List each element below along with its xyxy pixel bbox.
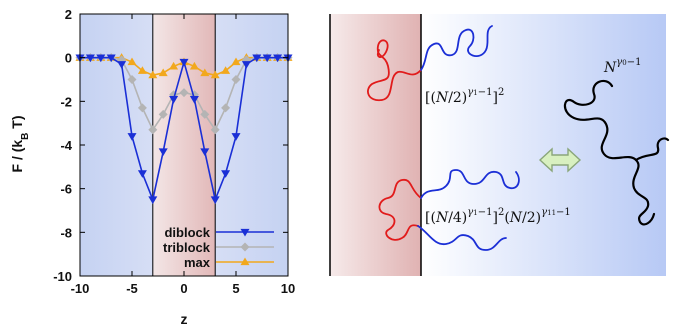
schematic-panel: [(N/2)γ1−1]2 [(N/4)γ1−1]2(N/2)γ11−1 Nγ0−… xyxy=(329,14,670,276)
chain-top-red-segment xyxy=(367,39,422,102)
data-point-diblock xyxy=(148,196,158,205)
data-point-triblock xyxy=(137,103,147,113)
chain-bottom-blue-segment-2 xyxy=(417,225,507,251)
data-point-diblock xyxy=(231,133,241,141)
data-point-diblock xyxy=(210,196,220,205)
data-point-diblock xyxy=(241,61,251,69)
legend-marker-max xyxy=(240,257,250,266)
formula-top: [(N/2)γ1−1]2 xyxy=(425,87,504,106)
y-tick-label: -2 xyxy=(60,94,72,109)
data-point-max xyxy=(200,68,210,77)
data-point-max xyxy=(169,61,179,70)
data-point-diblock xyxy=(179,58,189,67)
data-point-diblock xyxy=(262,54,272,63)
formula-bottom: [(N/4)γ1−1]2(N/2)γ11−1 xyxy=(425,207,571,226)
legend-marker-diblock xyxy=(240,228,250,237)
data-point-max xyxy=(231,57,241,66)
region-left-background xyxy=(80,14,153,276)
x-tick-label: 5 xyxy=(232,281,239,296)
data-point-max xyxy=(137,66,147,74)
solution-region xyxy=(421,14,666,276)
data-point-diblock xyxy=(221,170,231,178)
y-tick-label: -8 xyxy=(60,225,72,240)
y-tick-label: -10 xyxy=(53,269,72,284)
data-point-max xyxy=(210,70,220,79)
legend-label-diblock: diblock xyxy=(164,225,210,240)
legend-marker-triblock xyxy=(240,242,250,252)
data-point-triblock xyxy=(148,125,158,135)
data-point-diblock xyxy=(106,54,116,63)
data-point-diblock xyxy=(273,54,283,63)
data-point-max xyxy=(189,61,199,70)
x-tick-label: -5 xyxy=(126,281,138,296)
legend-label-triblock: triblock xyxy=(163,240,211,255)
data-point-max xyxy=(148,70,158,79)
data-point-diblock xyxy=(127,133,137,141)
data-point-diblock xyxy=(252,54,262,63)
series-layer xyxy=(75,53,293,205)
data-point-max xyxy=(221,66,231,74)
y-axis-title: F / (kB T) xyxy=(9,115,31,172)
y-tick-label: -6 xyxy=(60,182,72,197)
data-point-triblock xyxy=(210,125,220,135)
data-point-triblock xyxy=(221,103,231,113)
x-tick-label: 0 xyxy=(180,281,187,296)
free-chain-tail xyxy=(634,137,670,162)
data-point-diblock xyxy=(158,148,168,157)
y-tick-label: 2 xyxy=(65,7,72,22)
data-point-triblock xyxy=(127,75,137,84)
data-point-diblock xyxy=(137,170,147,178)
x-tick-label: 10 xyxy=(281,281,295,296)
data-point-triblock xyxy=(231,75,241,84)
axis-ticks: -10 -5 0 5 10 2 0 -2 -4 -6 -8 -10 xyxy=(53,7,295,296)
legend-label-max: max xyxy=(184,255,211,270)
data-point-diblock xyxy=(169,96,179,104)
y-tick-label: -4 xyxy=(60,138,72,153)
data-point-diblock xyxy=(117,61,127,69)
data-point-max xyxy=(158,68,168,77)
chain-top-blue-segment xyxy=(420,25,493,71)
region-right-background xyxy=(215,14,288,276)
data-point-triblock xyxy=(158,109,168,119)
formula-right: Nγ0−1 xyxy=(603,57,641,76)
data-point-diblock xyxy=(189,96,199,104)
data-point-triblock xyxy=(200,109,210,119)
data-point-max xyxy=(127,57,137,66)
data-point-triblock xyxy=(179,88,189,98)
data-point-diblock xyxy=(96,54,106,63)
x-axis-title: z xyxy=(181,311,188,327)
x-tick-label: -10 xyxy=(71,281,90,296)
slab-region xyxy=(330,14,421,276)
equilibrium-arrow xyxy=(538,147,582,173)
data-point-diblock xyxy=(85,54,95,63)
data-point-diblock xyxy=(200,148,210,157)
free-energy-chart: -10 -5 0 5 10 2 0 -2 -4 -6 -8 -10 F / (kB T) z dibl… xyxy=(9,7,295,327)
chain-bottom-red-segment xyxy=(378,178,422,241)
y-tick-label: 0 xyxy=(65,51,72,66)
free-chain xyxy=(563,79,656,226)
chain-bottom-blue-segment xyxy=(420,169,520,199)
